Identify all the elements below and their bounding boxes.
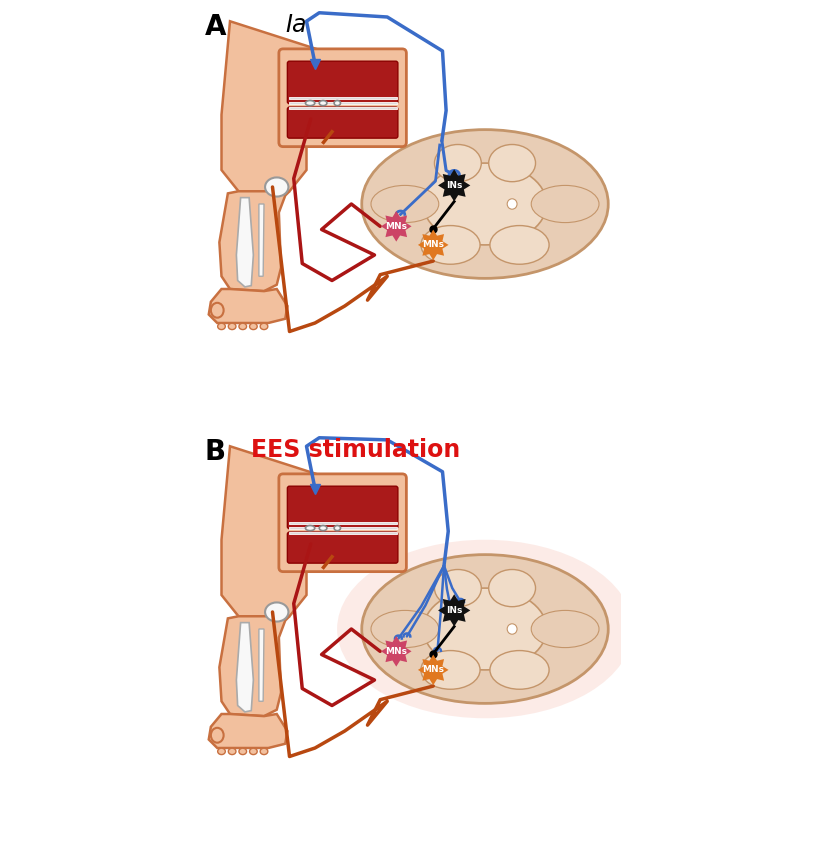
Ellipse shape bbox=[306, 100, 315, 105]
Text: MNs: MNs bbox=[422, 666, 444, 674]
Ellipse shape bbox=[239, 748, 247, 755]
Text: MNs: MNs bbox=[386, 647, 407, 656]
Ellipse shape bbox=[489, 144, 535, 182]
Ellipse shape bbox=[531, 185, 599, 223]
FancyBboxPatch shape bbox=[279, 49, 406, 147]
Ellipse shape bbox=[334, 100, 341, 105]
Ellipse shape bbox=[334, 525, 341, 530]
Polygon shape bbox=[259, 629, 264, 701]
Ellipse shape bbox=[249, 748, 257, 755]
Ellipse shape bbox=[337, 540, 633, 718]
Polygon shape bbox=[438, 169, 471, 201]
Ellipse shape bbox=[489, 570, 535, 607]
FancyBboxPatch shape bbox=[288, 532, 398, 564]
Ellipse shape bbox=[249, 323, 257, 330]
Ellipse shape bbox=[211, 728, 224, 743]
Ellipse shape bbox=[239, 323, 247, 330]
Ellipse shape bbox=[421, 650, 480, 689]
FancyBboxPatch shape bbox=[288, 61, 398, 104]
Ellipse shape bbox=[211, 303, 224, 318]
FancyBboxPatch shape bbox=[288, 107, 398, 139]
Text: INs: INs bbox=[446, 606, 462, 615]
Text: Ia: Ia bbox=[285, 13, 306, 37]
Ellipse shape bbox=[423, 163, 547, 245]
FancyBboxPatch shape bbox=[288, 486, 398, 529]
Polygon shape bbox=[381, 211, 412, 241]
Ellipse shape bbox=[319, 525, 327, 530]
Ellipse shape bbox=[507, 624, 517, 634]
Polygon shape bbox=[220, 616, 289, 716]
Ellipse shape bbox=[423, 588, 547, 670]
Ellipse shape bbox=[531, 610, 599, 648]
Ellipse shape bbox=[260, 748, 268, 755]
Ellipse shape bbox=[371, 610, 439, 648]
Polygon shape bbox=[236, 198, 253, 287]
Polygon shape bbox=[221, 21, 402, 191]
Text: EES stimulation: EES stimulation bbox=[252, 438, 461, 462]
Ellipse shape bbox=[228, 323, 236, 330]
Text: MNs: MNs bbox=[386, 222, 407, 231]
Ellipse shape bbox=[319, 100, 327, 105]
Ellipse shape bbox=[371, 185, 439, 223]
Ellipse shape bbox=[490, 225, 549, 264]
Ellipse shape bbox=[362, 555, 608, 704]
Ellipse shape bbox=[265, 178, 288, 196]
Text: MNs: MNs bbox=[422, 241, 444, 249]
Ellipse shape bbox=[217, 323, 225, 330]
Ellipse shape bbox=[435, 570, 481, 607]
Text: A: A bbox=[204, 13, 226, 41]
Ellipse shape bbox=[435, 144, 481, 182]
Polygon shape bbox=[221, 446, 402, 616]
Text: INs: INs bbox=[446, 181, 462, 190]
Polygon shape bbox=[438, 594, 471, 626]
Polygon shape bbox=[418, 654, 449, 685]
Ellipse shape bbox=[265, 603, 288, 621]
Polygon shape bbox=[220, 191, 289, 291]
Polygon shape bbox=[381, 636, 412, 666]
Text: B: B bbox=[204, 438, 225, 466]
Ellipse shape bbox=[228, 748, 236, 755]
Polygon shape bbox=[418, 230, 449, 260]
Ellipse shape bbox=[260, 323, 268, 330]
Polygon shape bbox=[236, 622, 253, 712]
Ellipse shape bbox=[306, 525, 315, 530]
Ellipse shape bbox=[490, 650, 549, 689]
Ellipse shape bbox=[217, 748, 225, 755]
Ellipse shape bbox=[507, 199, 517, 209]
Polygon shape bbox=[259, 204, 264, 276]
FancyBboxPatch shape bbox=[279, 474, 406, 572]
Ellipse shape bbox=[362, 130, 608, 279]
Polygon shape bbox=[209, 289, 288, 323]
Ellipse shape bbox=[421, 225, 480, 264]
Polygon shape bbox=[209, 714, 288, 748]
